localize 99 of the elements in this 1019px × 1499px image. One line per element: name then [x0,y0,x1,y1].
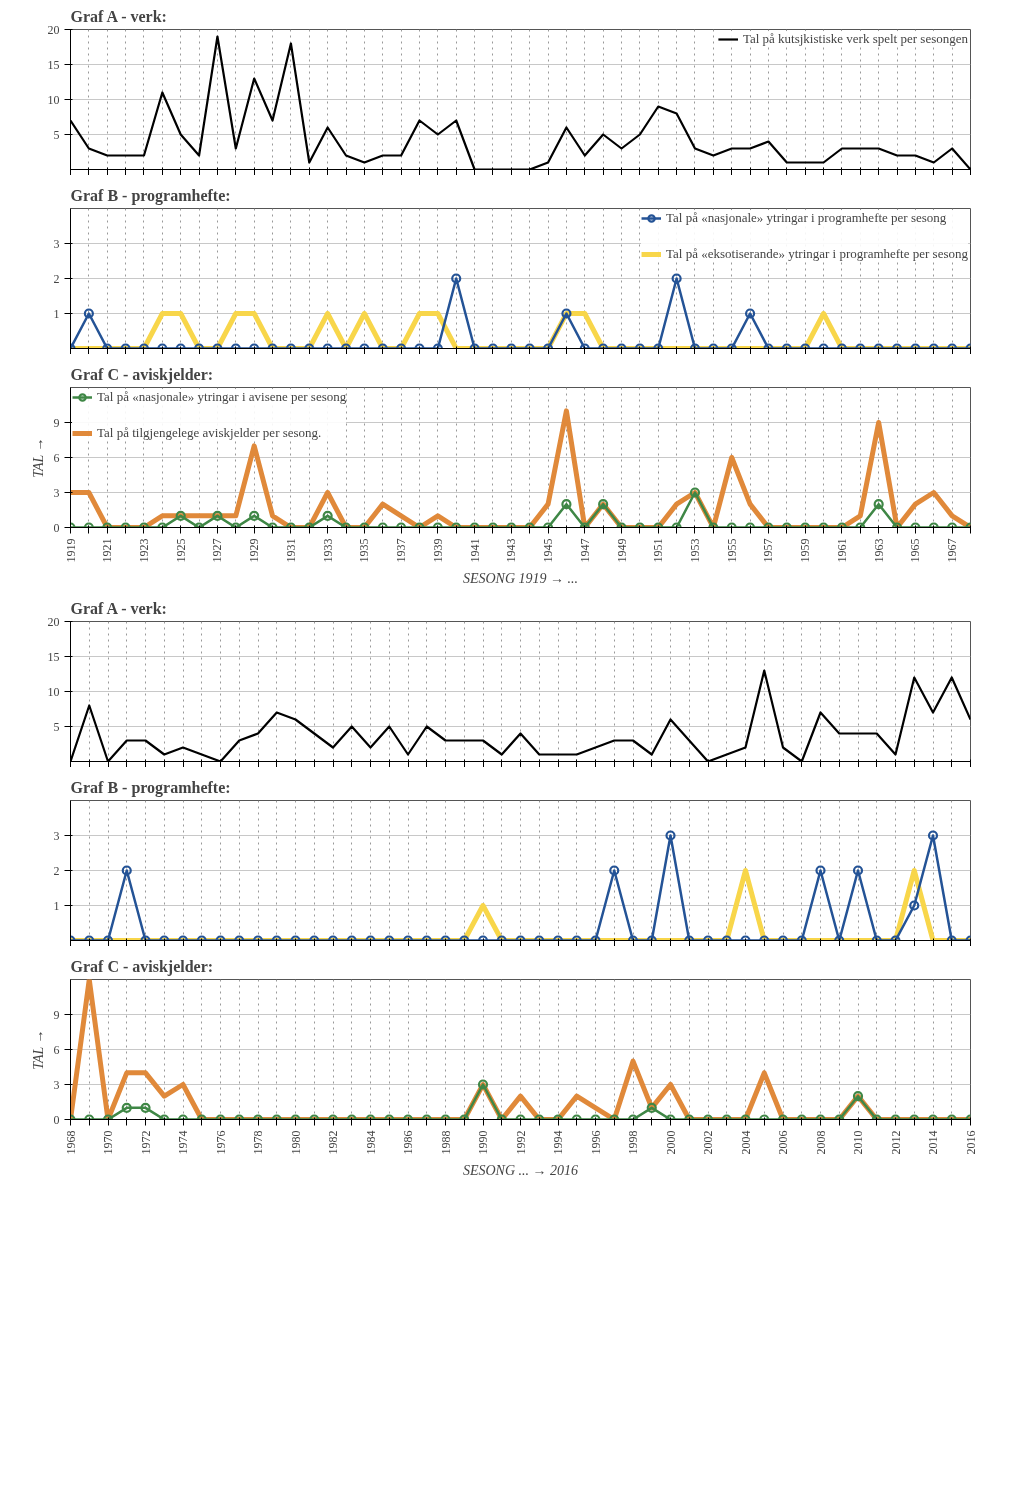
y-tick-label: 3 [53,1077,60,1092]
point [744,308,756,319]
x-tick-label: 1943 [504,538,519,563]
y-tick-label: 5 [53,127,60,142]
chart-title: Graf A - verk: [70,599,167,617]
x-tick-label: 1982 [326,1130,340,1155]
y-tick-label: 15 [47,57,60,72]
y-tick-label: 5 [53,719,60,734]
x-tick-label: 2014 [926,1130,940,1155]
y-tick-label: 10 [47,92,60,107]
y-tick-label: 1 [53,306,60,321]
x-tick-label: 1937 [394,538,409,563]
x-tick-label: 1923 [136,538,151,563]
chart-title: Graf C - aviskjelder: [70,957,214,976]
y-tick-label: 2 [53,863,60,878]
x-tick-label: 1921 [100,538,115,563]
x-tick-label: 1992 [513,1130,528,1155]
x-tick-label: 1951 [651,538,666,563]
x-tick-label: 1990 [476,1130,490,1155]
point [451,273,462,284]
legend-label: Tal på kutsjkistiske verk spelt per sesongen [742,31,968,47]
x-tick-label: 1945 [541,538,556,563]
x-tick-label: 1988 [438,1130,453,1155]
x-tick-label: 1986 [401,1130,415,1155]
point [909,900,920,911]
x-tick-label: 2004 [738,1130,753,1155]
x-tick-label: 1949 [614,538,629,563]
x-axis-title: SESONG ... → 2016 [462,1162,579,1178]
x-tick-label: 1933 [320,538,335,563]
chart-title: Graf A - verk: [70,7,167,25]
legend-label: Tal på «nasjonale» ytringar i avisene per sesong [97,389,347,405]
x-tick-label: 1941 [467,538,482,563]
x-tick-label: 1927 [210,538,225,563]
x-tick-label: 1961 [834,538,849,563]
y-tick-label: 9 [53,415,60,430]
x-tick-label: 1931 [283,538,298,563]
x-tick-label: 1929 [247,538,262,563]
x-tick-label: 2010 [851,1130,865,1155]
y-tick-label: 10 [47,684,60,699]
x-tick-label: 1980 [288,1130,303,1155]
legend-label: Tal på «nasjonale» ytringar i programhefte per sesong [666,210,947,226]
x-tick-label: 1970 [101,1130,115,1155]
point [815,865,826,876]
x-tick-label: 2016 [963,1130,978,1155]
x-tick-label: 1957 [761,538,776,563]
legend-label: Tal på tilgjengelege aviskjelder per sesong. [97,425,322,441]
y-tick-label: 9 [53,1007,60,1022]
x-tick-label: 1955 [724,538,739,563]
y-tick-label: 6 [53,450,60,465]
legend-label: Tal på «eksotiserande» ytringar i programhefte per sesong [666,246,968,262]
y-tick-label: 3 [53,236,60,251]
point [561,308,572,319]
y-tick-label: 6 [53,1042,60,1057]
y-tick-label: 2 [53,271,60,286]
point [671,273,682,284]
x-tick-label: 1963 [871,538,886,563]
x-tick-label: 1935 [357,538,372,563]
x-tick-label: 2006 [776,1130,790,1155]
x-tick-label: 1939 [430,538,445,563]
point [609,865,620,876]
chart-title: Graf C - aviskjelder: [70,365,214,384]
x-tick-label: 1994 [551,1130,565,1155]
y-tick-label: 15 [47,649,60,664]
point [927,830,939,841]
y-tick-label: 3 [53,828,60,843]
x-tick-label: 1965 [908,538,923,563]
y-tick-label: 0 [53,1112,60,1127]
x-tick-label: 1968 [63,1130,78,1155]
x-tick-label: 1959 [798,538,813,563]
y-tick-label: 1 [53,898,60,913]
x-tick-label: 1996 [588,1130,603,1155]
y-tick-label: 3 [53,485,60,500]
x-tick-label: 1978 [251,1130,265,1155]
x-tick-label: 1972 [138,1130,153,1155]
chart-title: Graf B - programhefte: [70,778,231,797]
x-tick-label: 1947 [577,538,592,563]
x-tick-label: 1984 [363,1130,378,1155]
x-tick-label: 2000 [663,1130,678,1155]
x-tick-label: 1998 [626,1130,640,1155]
x-tick-label: 2002 [701,1130,715,1155]
point [852,865,864,876]
x-tick-label: 1974 [176,1130,190,1155]
y-tick-label: 0 [53,520,60,535]
point [83,308,94,319]
x-tick-label: 2012 [888,1130,903,1155]
x-tick-label: 1953 [687,538,702,563]
y-axis-title: TAL → [30,1029,46,1070]
y-axis-title: TAL → [30,437,46,478]
x-tick-label: 2008 [813,1130,828,1155]
y-tick-label: 20 [47,614,60,629]
point [665,830,676,841]
x-axis-title: SESONG 1919 → ... [462,570,579,586]
y-tick-label: 20 [47,22,60,37]
x-tick-label: 1976 [213,1130,228,1155]
x-tick-label: 1967 [945,538,960,563]
point [121,865,132,876]
x-tick-label: 1919 [63,538,78,563]
x-tick-label: 1925 [173,538,188,563]
chart-title: Graf B - programhefte: [70,186,231,205]
